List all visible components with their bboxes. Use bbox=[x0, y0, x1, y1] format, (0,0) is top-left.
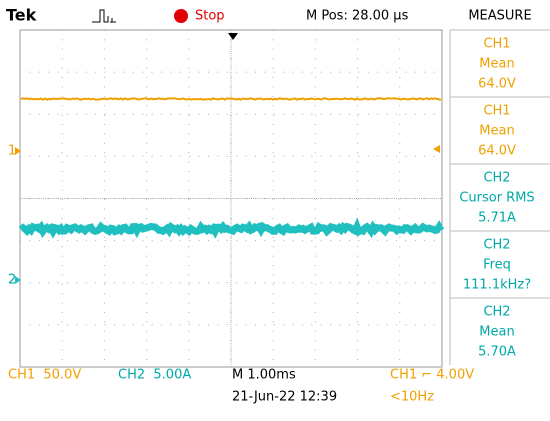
trigger-setting: CH1 ⌐ 4.00V bbox=[390, 368, 474, 383]
measure-channel: CH2 bbox=[483, 238, 510, 253]
measure-channel: CH1 bbox=[483, 104, 510, 119]
measure-channel: CH2 bbox=[483, 171, 510, 186]
panel-title: MEASURE bbox=[468, 9, 531, 24]
ch1-trace bbox=[20, 97, 442, 101]
measure-label: Mean bbox=[479, 124, 514, 139]
measure-label: Freq bbox=[483, 258, 511, 273]
trigger-level-marker bbox=[433, 145, 440, 153]
ch1-arrow bbox=[15, 147, 21, 155]
measure-channel: CH2 bbox=[483, 305, 510, 320]
horizontal-position: M Pos: 28.00 µs bbox=[306, 9, 409, 24]
ch2-arrow bbox=[15, 276, 21, 284]
timebase: M 1.00ms bbox=[232, 368, 296, 383]
measure-panel: CH1 Mean 64.0V CH1 Mean 64.0V CH2 Cursor RMS 5.7… bbox=[449, 29, 550, 365]
trigger-position-marker bbox=[228, 33, 238, 40]
measure-value: 111.1kHz? bbox=[463, 278, 531, 293]
measure-value: 5.70A bbox=[478, 345, 516, 360]
measure-value: 5.71A bbox=[478, 211, 516, 226]
measure-channel: CH1 bbox=[483, 37, 510, 52]
trigger-icon bbox=[92, 9, 116, 23]
measure-value: 64.0V bbox=[478, 77, 516, 92]
brand: Tek bbox=[6, 6, 37, 25]
run-status: Stop bbox=[195, 9, 225, 24]
trigger-frequency: <10Hz bbox=[390, 390, 434, 405]
stop-icon bbox=[174, 9, 188, 23]
datetime: 21-Jun-22 12:39 bbox=[232, 390, 337, 405]
ch2-scale: CH2 5.00A bbox=[118, 368, 191, 383]
ch1-marker: 1 bbox=[8, 144, 16, 159]
ch1-scale: CH1 50.0V bbox=[8, 368, 81, 383]
measure-label: Mean bbox=[479, 57, 514, 72]
graticule bbox=[19, 29, 443, 368]
ch2-marker: 2 bbox=[8, 273, 16, 288]
measure-label: Cursor RMS bbox=[459, 191, 534, 206]
measure-value: 64.0V bbox=[478, 144, 516, 159]
ch2-trace bbox=[18, 217, 445, 239]
measure-label: Mean bbox=[479, 325, 514, 340]
